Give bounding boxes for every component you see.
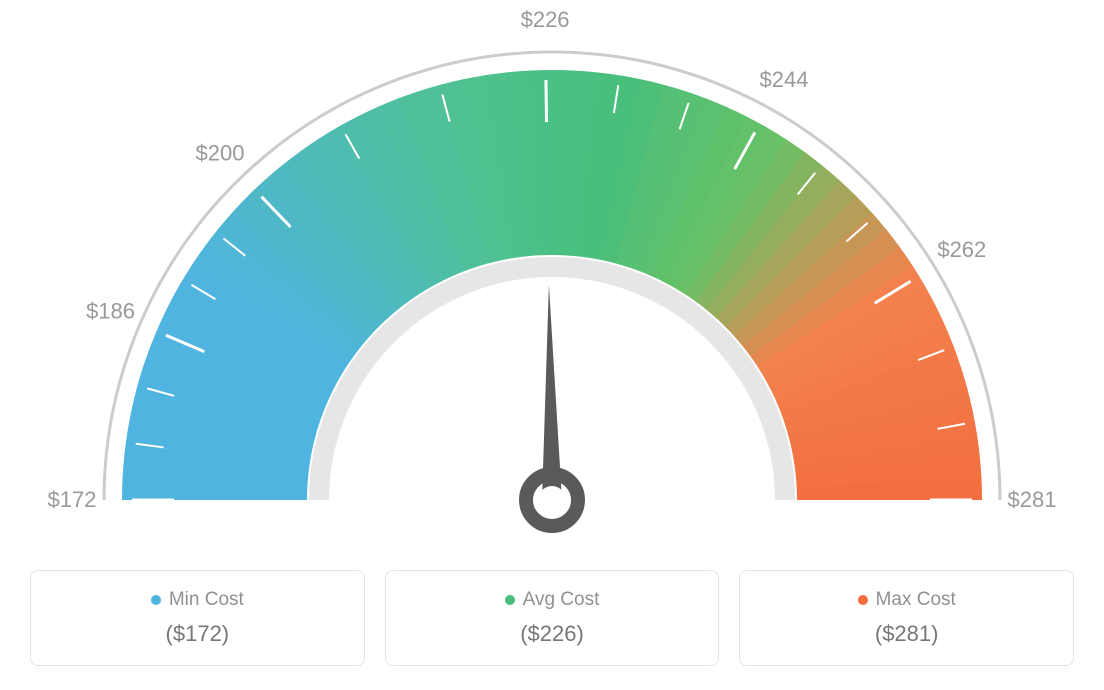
min-cost-value: ($172) [51, 621, 344, 647]
svg-text:$281: $281 [1008, 487, 1057, 512]
gauge-svg: $172 $186 $200 $226 $244 $262 $281 [0, 0, 1104, 560]
avg-cost-label: Avg Cost [523, 589, 600, 611]
min-cost-card: Min Cost ($172) [30, 570, 365, 666]
max-dot-icon [858, 595, 868, 605]
min-cost-label-row: Min Cost [51, 589, 344, 611]
svg-text:$226: $226 [521, 7, 570, 32]
svg-text:$262: $262 [937, 237, 986, 262]
max-cost-label: Max Cost [876, 589, 956, 611]
svg-text:$244: $244 [759, 67, 808, 92]
cost-cards: Min Cost ($172) Avg Cost ($226) Max Cost… [0, 560, 1104, 686]
avg-cost-value: ($226) [406, 621, 699, 647]
min-dot-icon [151, 595, 161, 605]
gauge-chart: $172 $186 $200 $226 $244 $262 $281 [0, 0, 1104, 560]
svg-text:$172: $172 [48, 487, 97, 512]
max-cost-label-row: Max Cost [760, 589, 1053, 611]
svg-text:$186: $186 [86, 299, 135, 324]
max-cost-value: ($281) [760, 621, 1053, 647]
avg-cost-label-row: Avg Cost [406, 589, 699, 611]
avg-cost-card: Avg Cost ($226) [385, 570, 720, 666]
avg-dot-icon [505, 595, 515, 605]
max-cost-card: Max Cost ($281) [739, 570, 1074, 666]
min-cost-label: Min Cost [169, 589, 244, 611]
svg-text:$200: $200 [196, 140, 245, 165]
